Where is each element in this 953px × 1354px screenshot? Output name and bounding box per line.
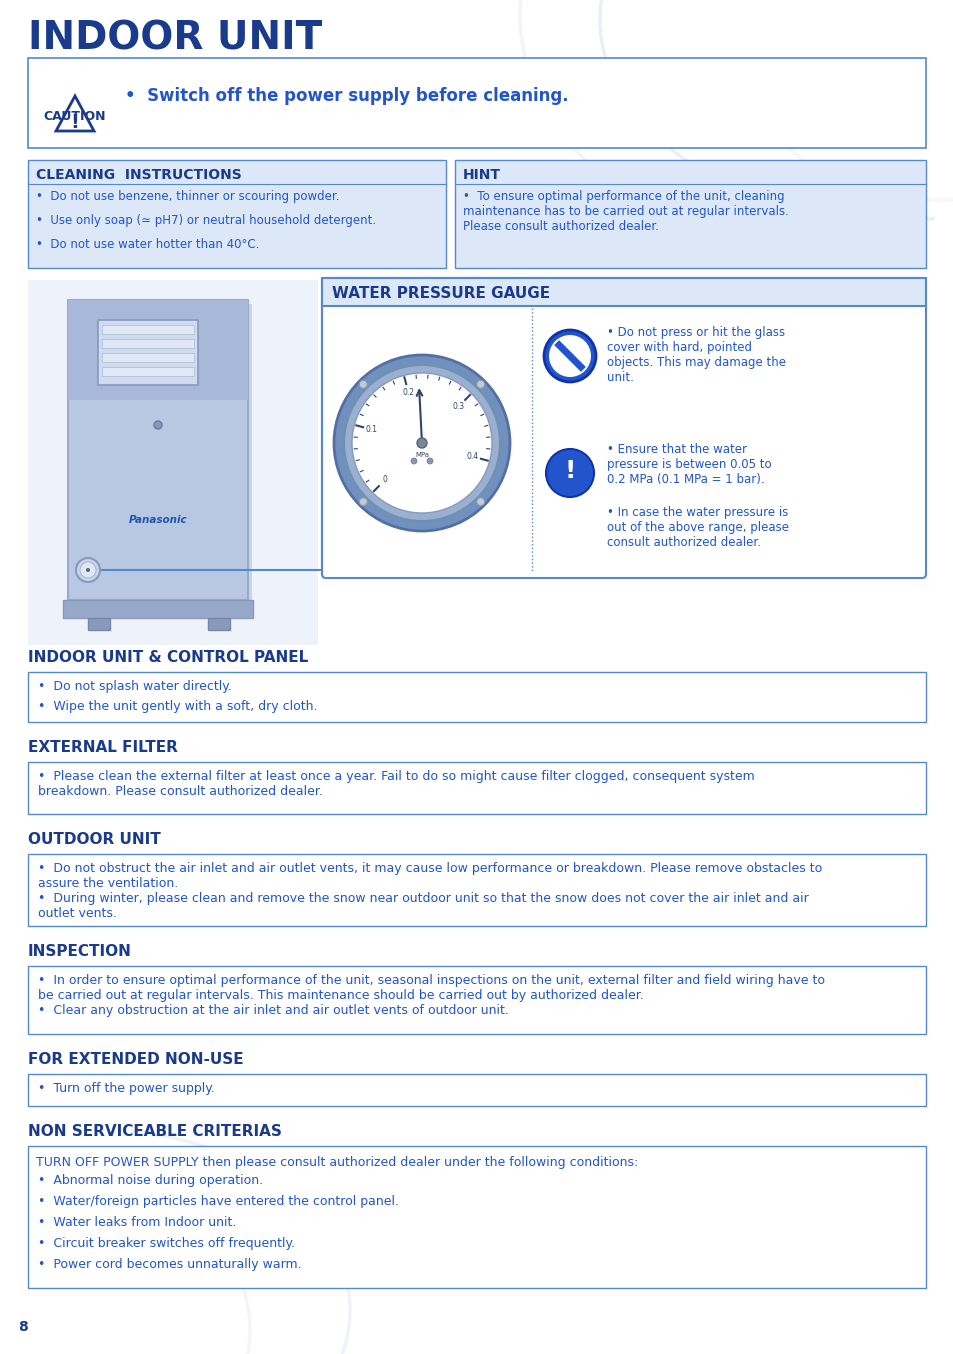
Bar (102, 353, 193, 362)
Text: 0: 0 (382, 475, 387, 485)
Text: •  Water leaks from Indoor unit.: • Water leaks from Indoor unit. (38, 1216, 236, 1229)
Text: •  Switch off the power supply before cleaning.: • Switch off the power supply before cle… (125, 87, 568, 106)
Circle shape (359, 498, 367, 505)
Text: •  Power cord becomes unnaturally warm.: • Power cord becomes unnaturally warm. (38, 1258, 301, 1271)
Text: •  Wipe the unit gently with a soft, dry cloth.: • Wipe the unit gently with a soft, dry … (38, 700, 317, 714)
Circle shape (476, 380, 484, 389)
Circle shape (153, 421, 162, 429)
Text: Panasonic: Panasonic (129, 515, 187, 525)
Text: •  Circuit breaker switches off frequently.: • Circuit breaker switches off frequentl… (38, 1238, 294, 1250)
Text: 8: 8 (18, 1320, 28, 1334)
Text: •  Please clean the external filter at least once a year. Fail to do so might ca: • Please clean the external filter at le… (38, 770, 754, 798)
Circle shape (548, 334, 590, 376)
Text: FOR EXTENDED NON-USE: FOR EXTENDED NON-USE (28, 1052, 243, 1067)
Text: 0.4: 0.4 (466, 452, 477, 460)
Circle shape (476, 498, 484, 505)
Text: INSPECTION: INSPECTION (28, 944, 132, 959)
Bar (28, 280, 317, 645)
Text: !: ! (564, 459, 575, 483)
Bar (28, 965, 925, 1034)
Text: CAUTION: CAUTION (44, 110, 106, 123)
Bar (28, 1145, 925, 1288)
Bar (102, 325, 193, 334)
Bar (68, 301, 248, 600)
Text: •  Do not use water hotter than 40°C.: • Do not use water hotter than 40°C. (36, 238, 259, 250)
Bar (102, 367, 193, 376)
Bar (88, 617, 110, 630)
Circle shape (80, 562, 96, 578)
Text: OUTDOOR UNIT: OUTDOOR UNIT (28, 831, 161, 848)
Bar (68, 301, 248, 399)
Text: NON SERVICEABLE CRITERIAS: NON SERVICEABLE CRITERIAS (28, 1124, 281, 1139)
Text: !: ! (71, 114, 79, 133)
Bar (28, 854, 925, 926)
Text: •  Do not obstruct the air inlet and air outlet vents, it may cause low performa: • Do not obstruct the air inlet and air … (38, 862, 821, 890)
Text: CLEANING  INSTRUCTIONS: CLEANING INSTRUCTIONS (36, 168, 241, 181)
Bar (322, 278, 925, 306)
Text: •  Water/foreign particles have entered the control panel.: • Water/foreign particles have entered t… (38, 1196, 398, 1208)
Bar (98, 320, 198, 385)
Text: •  Clear any obstruction at the air inlet and air outlet vents of outdoor unit.: • Clear any obstruction at the air inlet… (38, 1005, 508, 1017)
Bar (71, 305, 252, 604)
Circle shape (543, 330, 596, 382)
Text: •  Use only soap (≃ pH7) or neutral household detergent.: • Use only soap (≃ pH7) or neutral house… (36, 214, 375, 227)
Circle shape (411, 458, 416, 464)
Bar (102, 338, 193, 348)
Text: •  In order to ensure optimal performance of the unit, seasonal inspections on t: • In order to ensure optimal performance… (38, 974, 824, 1002)
Bar (28, 762, 925, 814)
Bar (208, 617, 230, 630)
Text: •  Do not use benzene, thinner or scouring powder.: • Do not use benzene, thinner or scourin… (36, 190, 339, 203)
Text: 0.3: 0.3 (453, 402, 464, 410)
Bar (28, 1074, 925, 1106)
Circle shape (416, 437, 427, 448)
Text: TURN OFF POWER SUPPLY then please consult authorized dealer under the following : TURN OFF POWER SUPPLY then please consul… (36, 1156, 638, 1169)
Text: 0.2: 0.2 (402, 389, 415, 397)
Text: •  During winter, please clean and remove the snow near outdoor unit so that the: • During winter, please clean and remove… (38, 892, 808, 919)
Circle shape (545, 450, 594, 497)
Text: EXTERNAL FILTER: EXTERNAL FILTER (28, 741, 177, 756)
Text: • Do not press or hit the glass
cover with hard, pointed
objects. This may damag: • Do not press or hit the glass cover wi… (606, 326, 785, 385)
Text: HINT: HINT (462, 168, 500, 181)
Circle shape (359, 380, 367, 389)
Text: •  Abnormal noise during operation.: • Abnormal noise during operation. (38, 1174, 263, 1187)
Text: • Ensure that the water
pressure is between 0.05 to
0.2 MPa (0.1 MPa = 1 bar).: • Ensure that the water pressure is betw… (606, 443, 771, 486)
Circle shape (352, 372, 492, 513)
Circle shape (427, 458, 433, 464)
Text: • In case the water pressure is
out of the above range, please
consult authorize: • In case the water pressure is out of t… (606, 506, 788, 548)
Circle shape (334, 355, 510, 531)
Text: MPa: MPa (415, 452, 429, 458)
Polygon shape (56, 96, 94, 131)
Circle shape (86, 567, 90, 571)
Bar (28, 672, 925, 722)
Circle shape (344, 366, 499, 521)
Text: INDOOR UNIT & CONTROL PANEL: INDOOR UNIT & CONTROL PANEL (28, 650, 308, 665)
Bar (28, 160, 446, 268)
Text: WATER PRESSURE GAUGE: WATER PRESSURE GAUGE (332, 286, 550, 301)
Text: 0.1: 0.1 (365, 425, 377, 435)
Circle shape (76, 558, 100, 582)
Bar (28, 58, 925, 148)
Text: •  To ensure optimal performance of the unit, cleaning
maintenance has to be car: • To ensure optimal performance of the u… (462, 190, 788, 233)
Bar (63, 600, 253, 617)
Bar (455, 160, 925, 268)
Text: •  Turn off the power supply.: • Turn off the power supply. (38, 1082, 214, 1095)
Text: •  Do not splash water directly.: • Do not splash water directly. (38, 680, 232, 693)
FancyBboxPatch shape (322, 278, 925, 578)
Text: INDOOR UNIT: INDOOR UNIT (28, 20, 322, 58)
